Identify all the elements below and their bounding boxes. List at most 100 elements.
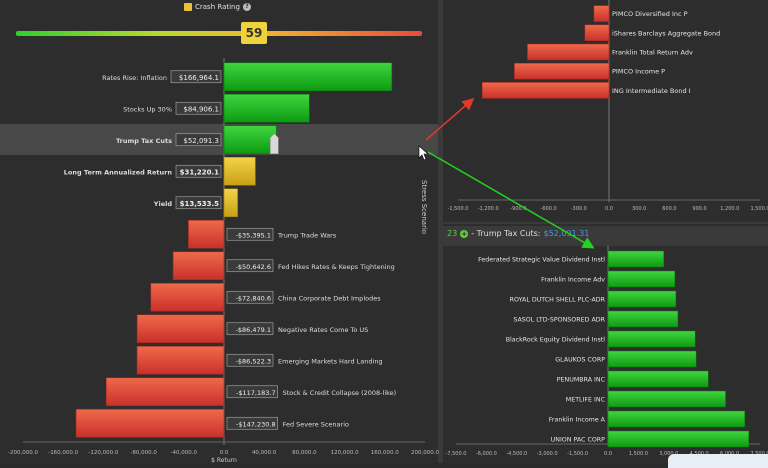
holding-name-label: Federated Strategic Value Dividend Instl [478, 257, 605, 264]
holding-name-label: GLAUKOS CORP [555, 357, 605, 364]
help-icon[interactable]: ? [242, 3, 251, 11]
scenario-name-label: Trump Trade Wars [277, 231, 337, 239]
holding-name-label: SASOL LTD-SPONSORED ADR [513, 317, 605, 324]
holding-bar [607, 390, 726, 408]
x-tick-label: -300.0 [571, 206, 587, 212]
corner-action-button[interactable] [668, 454, 768, 468]
holding-bar [607, 250, 664, 268]
detail-splitter[interactable] [443, 222, 768, 224]
crash-rating-swatch-icon [184, 3, 192, 11]
x-tick-label: -40,000.0 [171, 450, 198, 456]
holding-name-label: ROYAL DUTCH SHELL PLC-ADR [510, 297, 606, 304]
x-tick-label: -7,500.0 [446, 451, 467, 457]
scenario-value-box [175, 196, 222, 210]
holding-name-label: Franklin Income A [549, 417, 606, 424]
scenario-value-label: $52,091.3 [183, 137, 219, 145]
scenario-value-box [226, 227, 274, 241]
x-tick-label: -80,000.0 [130, 450, 157, 456]
holding-name-label: PENUMBRA INC [557, 377, 606, 384]
selection-handle-icon [270, 133, 279, 154]
x-tick-label: -120,000.0 [88, 450, 118, 456]
scenario-value-box [226, 416, 278, 430]
scenario-name-label: Long Term Annualized Return [64, 168, 173, 176]
scenario-value-box [175, 164, 222, 178]
scenario-name-label: Yield [153, 200, 173, 208]
holdings-scenario-value: $52,091.31 [543, 229, 590, 238]
holdings-title: 23 + - Trump Tax Cuts: $52,091.31 [447, 229, 589, 238]
scenario-name-label: China Corporate Debt Implodes [278, 294, 381, 302]
x-tick-label: 3,000.0 [659, 451, 678, 457]
scenario-value-label: -$72,840.6 [236, 294, 271, 302]
holding-bar [607, 430, 750, 448]
x-tick-label: 0.0 [605, 206, 613, 212]
crash-rating-text: Crash Rating [195, 3, 240, 11]
scenario-value-label: -$117,183.7 [236, 389, 276, 397]
scenario-bar [223, 188, 238, 218]
scenario-bar [75, 408, 225, 438]
scenario-value-box [175, 133, 222, 147]
holding-bar [607, 330, 696, 348]
holding-bar [584, 24, 610, 42]
scenario-value-box [226, 322, 274, 336]
holding-name-label: UNION PAC CORP [551, 437, 606, 444]
x-tick-label: 40,000.0 [252, 450, 277, 456]
scenario-bar [136, 314, 225, 344]
holding-name-label: Franklin Income Adv [541, 277, 605, 284]
panel-splitter[interactable] [438, 0, 443, 463]
holding-bar [607, 350, 697, 368]
scenario-name-label: Fed Severe Scenario [283, 420, 349, 428]
x-tick-label: 1,200.0 [720, 206, 739, 212]
x-axis-title: $ Return [211, 457, 237, 463]
scenario-value-label: -$86,479.1 [236, 326, 271, 334]
holding-name-label: METLIFE INC [566, 397, 606, 404]
holdings-header [443, 226, 768, 246]
scenario-name-label: Stocks Up 30% [123, 105, 172, 113]
x-tick-label: -3,000.0 [537, 451, 558, 457]
scenario-name-label: Trump Tax Cuts [116, 137, 172, 145]
crash-rating-gauge [16, 31, 422, 36]
x-tick-label: 1,500.0 [750, 206, 768, 212]
scenario-name-label: Rates Rise: Inflation [102, 74, 167, 82]
scenario-value-label: $31,220.1 [180, 168, 220, 176]
scenario-bar [105, 377, 225, 407]
x-tick-label: -1,500.0 [567, 451, 588, 457]
holding-bar [607, 270, 676, 288]
scenario-bar [150, 282, 225, 312]
holdings-count: 23 [447, 229, 458, 238]
mouse-cursor-icon [418, 145, 429, 161]
x-tick-label: -160,000.0 [48, 450, 78, 456]
scenario-name-label: Emerging Markets Hard Landing [278, 357, 383, 365]
holding-bar [481, 82, 610, 99]
holding-name-label: BlackRock Equity Dividend Instl [506, 337, 606, 344]
x-tick-label: -200,000.0 [8, 450, 38, 456]
scenario-value-box [226, 290, 274, 304]
crash-rating-label: Crash Rating ? [184, 3, 251, 11]
scenario-value-box [170, 70, 222, 84]
scenario-value-box [226, 385, 278, 399]
x-tick-label: 0.0 [220, 450, 229, 456]
expand-plus-icon[interactable]: + [460, 229, 469, 238]
x-tick-label: 200,000.0 [411, 450, 439, 456]
scenario-bar [223, 156, 256, 186]
x-tick-label: -1,200.0 [478, 206, 499, 212]
scenario-value-label: -$147,230.8 [236, 420, 276, 428]
scenario-name-label: Negative Rates Come To US [278, 326, 368, 334]
x-tick-label: 1,500.0 [629, 451, 648, 457]
scenario-value-label: -$50,642.6 [236, 263, 271, 271]
scenario-value-label: -$35,395.1 [236, 231, 271, 239]
scenario-value-label: -$86,522.3 [236, 357, 271, 365]
scenario-value-label: $166,964.1 [179, 74, 219, 82]
x-tick-label: 120,000.0 [331, 450, 359, 456]
scenario-value-box [226, 353, 274, 367]
x-tick-label: -4,500.0 [506, 451, 527, 457]
scenario-name-label: Stock & Credit Collapse (2008-like) [283, 389, 397, 397]
scenario-bar [223, 125, 277, 155]
scenario-value-label: $13,533.5 [180, 200, 220, 208]
holding-name-label: Franklin Total Return Adv [612, 49, 693, 57]
x-tick-label: 300.0 [632, 206, 646, 212]
holding-name-label: PIMCO Diversified Inc P [612, 10, 688, 18]
x-tick-label: 0.0 [604, 451, 612, 457]
x-tick-label: 160,000.0 [371, 450, 399, 456]
holdings-scenario-name: - Trump Tax Cuts: [471, 229, 541, 238]
